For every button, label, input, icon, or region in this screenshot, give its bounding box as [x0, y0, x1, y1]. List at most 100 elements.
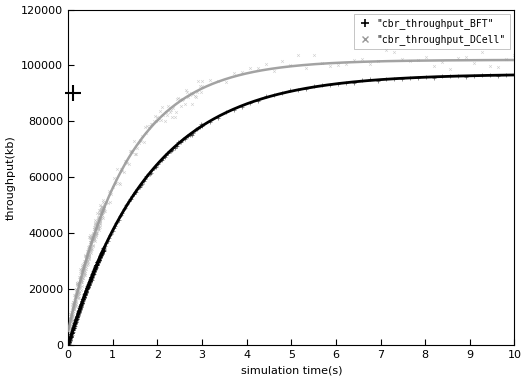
Point — [100, 246, 108, 252]
Point — [78, 275, 86, 282]
Point — [66, 336, 74, 342]
Point — [294, 86, 302, 93]
Point — [318, 82, 326, 88]
Point — [96, 215, 104, 221]
Point — [77, 287, 85, 293]
Point — [82, 289, 90, 295]
Point — [77, 276, 85, 282]
Point — [98, 203, 106, 209]
Point — [81, 290, 90, 296]
Point — [97, 250, 105, 256]
Point — [99, 205, 107, 211]
Point — [74, 290, 83, 296]
Point — [74, 311, 82, 317]
Point — [77, 300, 86, 306]
Point — [88, 273, 96, 279]
Point — [87, 242, 95, 248]
Point — [97, 248, 106, 255]
Point — [65, 320, 73, 327]
Point — [89, 243, 97, 249]
Point — [74, 295, 82, 301]
Point — [65, 338, 74, 344]
Point — [89, 230, 97, 236]
Point — [89, 236, 97, 242]
Point — [91, 264, 100, 271]
Point — [80, 293, 89, 299]
Point — [406, 75, 415, 82]
Point — [98, 250, 106, 256]
Point — [84, 285, 92, 291]
Point — [80, 294, 88, 300]
Point — [67, 330, 76, 336]
Point — [84, 248, 92, 254]
Point — [86, 275, 95, 282]
Point — [107, 191, 115, 197]
Point — [92, 218, 101, 224]
Point — [95, 214, 103, 220]
Point — [86, 248, 94, 254]
Point — [86, 239, 95, 245]
Point — [382, 47, 391, 53]
Point — [68, 329, 76, 335]
Point — [154, 161, 163, 167]
Point — [86, 234, 95, 240]
Point — [326, 82, 335, 88]
Point — [77, 300, 86, 306]
Point — [94, 258, 103, 264]
Point — [75, 282, 84, 288]
Point — [98, 251, 106, 257]
Point — [83, 248, 92, 254]
Point — [86, 244, 94, 250]
Point — [67, 330, 76, 336]
Point — [130, 191, 138, 197]
Point — [135, 184, 144, 190]
Point — [71, 319, 80, 325]
Point — [77, 302, 85, 308]
Point — [71, 320, 79, 326]
Point — [111, 223, 119, 229]
Point — [69, 325, 77, 331]
Point — [74, 311, 82, 317]
Point — [67, 333, 75, 339]
Point — [74, 279, 82, 285]
Point — [83, 285, 91, 291]
Point — [79, 295, 87, 301]
Point — [64, 341, 73, 347]
Point — [93, 261, 101, 267]
Point — [494, 73, 503, 79]
Point — [71, 319, 80, 325]
Point — [66, 331, 74, 337]
Point — [92, 234, 100, 240]
Point — [76, 304, 85, 310]
Point — [78, 298, 86, 304]
Point — [70, 304, 78, 311]
Point — [86, 239, 95, 245]
Point — [67, 331, 75, 337]
Point — [94, 227, 103, 233]
Point — [77, 301, 86, 307]
Point — [167, 147, 175, 154]
Point — [95, 256, 103, 262]
Point — [82, 255, 91, 261]
Point — [97, 250, 105, 256]
Point — [84, 282, 92, 288]
Point — [99, 246, 107, 252]
Point — [79, 266, 87, 272]
Point — [66, 334, 75, 340]
Point — [70, 303, 79, 309]
Point — [83, 251, 92, 258]
Point — [73, 291, 81, 297]
Point — [69, 299, 77, 306]
Point — [82, 258, 90, 264]
Point — [99, 245, 108, 251]
Point — [84, 282, 92, 288]
Point — [81, 291, 90, 297]
Point — [77, 274, 86, 280]
Point — [75, 285, 83, 291]
Point — [75, 283, 84, 289]
Point — [69, 302, 77, 308]
Point — [374, 78, 383, 84]
Point — [470, 59, 479, 66]
Point — [130, 138, 138, 144]
Point — [170, 114, 179, 120]
